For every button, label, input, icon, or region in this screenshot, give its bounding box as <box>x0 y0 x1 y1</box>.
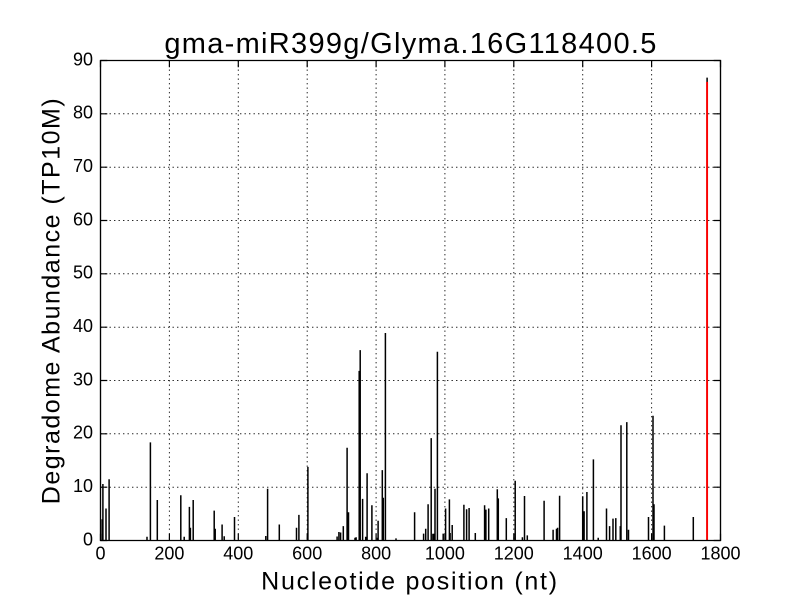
svg-text:gma-miR399g/Glyma.16G118400.5: gma-miR399g/Glyma.16G118400.5 <box>164 28 657 60</box>
svg-text:800: 800 <box>361 544 391 564</box>
svg-text:80: 80 <box>73 103 93 123</box>
svg-text:1200: 1200 <box>494 544 534 564</box>
svg-text:1800: 1800 <box>700 544 740 564</box>
svg-text:0: 0 <box>83 529 93 549</box>
svg-text:60: 60 <box>73 209 93 229</box>
svg-text:1400: 1400 <box>563 544 603 564</box>
svg-text:0: 0 <box>95 544 105 564</box>
svg-text:Nucleotide position (nt): Nucleotide position (nt) <box>261 568 559 596</box>
svg-text:90: 90 <box>73 49 93 69</box>
svg-text:20: 20 <box>73 423 93 443</box>
svg-text:10: 10 <box>73 476 93 496</box>
svg-text:1000: 1000 <box>425 544 465 564</box>
svg-text:400: 400 <box>223 544 253 564</box>
svg-text:1600: 1600 <box>632 544 672 564</box>
svg-text:600: 600 <box>292 544 322 564</box>
svg-text:50: 50 <box>73 263 93 283</box>
svg-text:Degradome Abundance (TP10M): Degradome Abundance (TP10M) <box>38 97 66 504</box>
svg-text:40: 40 <box>73 316 93 336</box>
svg-text:30: 30 <box>73 369 93 389</box>
svg-text:200: 200 <box>154 544 184 564</box>
svg-text:70: 70 <box>73 156 93 176</box>
